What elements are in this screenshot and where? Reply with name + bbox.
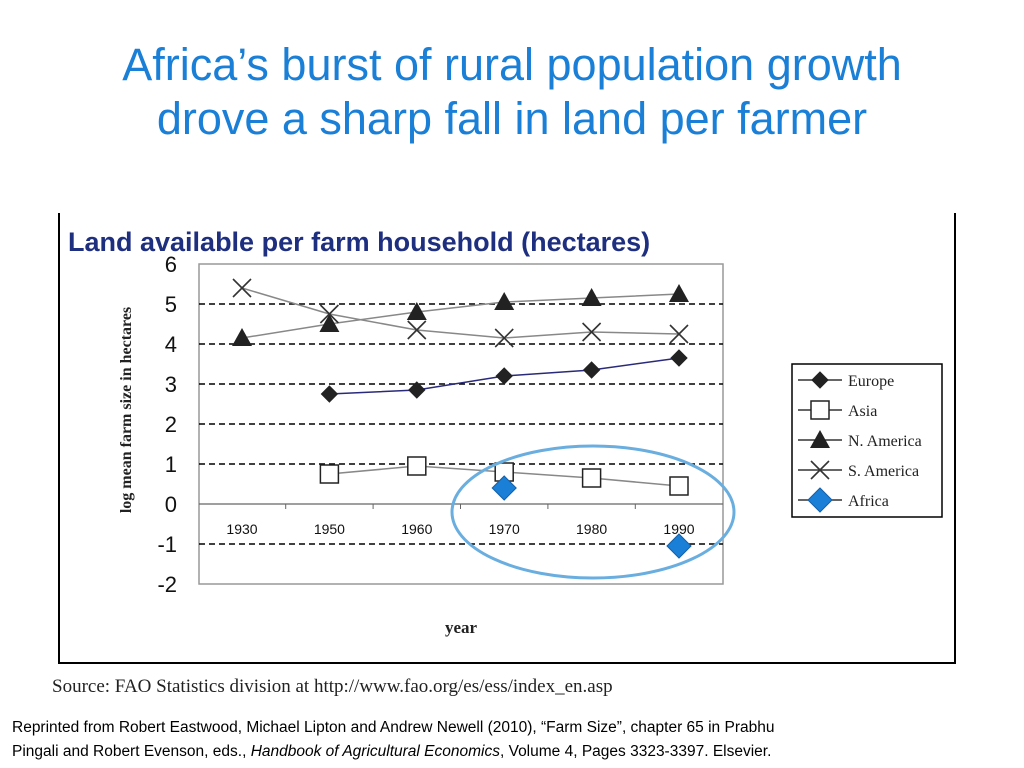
series-n-america bbox=[232, 284, 689, 346]
legend-item: Asia bbox=[798, 400, 877, 420]
y-tick-label: 0 bbox=[165, 492, 177, 517]
data-point bbox=[669, 284, 689, 302]
series-line bbox=[241, 293, 680, 339]
series-africa bbox=[491, 475, 692, 559]
series-line bbox=[241, 287, 680, 339]
data-point bbox=[494, 328, 514, 348]
data-point bbox=[669, 324, 689, 344]
data-point bbox=[232, 278, 252, 298]
x-tick-label: 1990 bbox=[663, 521, 694, 537]
legend-marker bbox=[810, 430, 830, 448]
citation-line-2-b: , Volume 4, Pages 3323-3397. Elsevier. bbox=[499, 743, 772, 760]
data-point bbox=[581, 288, 602, 306]
x-axis: 1930 1950 1960 1970 1980 1990 bbox=[226, 504, 695, 537]
x-marker-stroke bbox=[407, 320, 427, 340]
series-europe bbox=[320, 349, 688, 403]
data-point bbox=[319, 464, 340, 484]
y-axis: 6 5 4 3 2 1 0 -1 -2 bbox=[157, 252, 177, 597]
y-tick-label: -2 bbox=[157, 572, 177, 597]
x-marker-stroke bbox=[669, 324, 689, 344]
y-tick-label: 4 bbox=[165, 332, 177, 357]
data-point bbox=[669, 476, 689, 496]
chart-title: Land available per farm household (hecta… bbox=[68, 227, 650, 257]
series-group bbox=[232, 278, 692, 559]
x-axis-label: year bbox=[445, 618, 478, 637]
y-tick-label: 2 bbox=[165, 412, 177, 437]
data-point bbox=[407, 320, 427, 340]
legend-item: S. America bbox=[798, 460, 919, 480]
data-point bbox=[320, 385, 339, 403]
x-marker-stroke bbox=[494, 328, 514, 348]
data-point bbox=[495, 367, 513, 385]
series-asia bbox=[319, 456, 689, 496]
x-tick-label: 1930 bbox=[226, 521, 257, 537]
data-point bbox=[666, 533, 692, 559]
citation: Reprinted from Robert Eastwood, Michael … bbox=[12, 716, 1016, 764]
legend-label: S. America bbox=[848, 463, 919, 480]
x-tick-label: 1970 bbox=[489, 521, 520, 537]
data-point bbox=[582, 361, 601, 379]
x-marker-stroke bbox=[810, 460, 830, 480]
y-axis-label: log mean farm size in hectares bbox=[118, 307, 135, 513]
x-marker-stroke bbox=[319, 304, 339, 324]
data-point bbox=[670, 349, 688, 367]
legend-item: Europe bbox=[798, 371, 894, 390]
legend-marker bbox=[810, 460, 830, 480]
legend-label: Asia bbox=[848, 403, 877, 420]
x-marker-stroke bbox=[582, 322, 602, 342]
y-tick-label: 3 bbox=[165, 372, 177, 397]
y-tick-label: 6 bbox=[165, 252, 177, 277]
data-point bbox=[408, 381, 426, 399]
series-s-america bbox=[232, 278, 689, 348]
x-tick-label: 1980 bbox=[576, 521, 607, 537]
citation-line-2: Pingali and Robert Evenson, eds., Handbo… bbox=[12, 740, 1016, 764]
source-line: Source: FAO Statistics division at http:… bbox=[52, 676, 613, 697]
y-tick-label: 1 bbox=[165, 452, 177, 477]
slide-title-line-1: Africa’s burst of rural population growt… bbox=[122, 39, 902, 90]
slide-title: Africa’s burst of rural population growt… bbox=[0, 38, 1024, 146]
data-point bbox=[407, 456, 427, 476]
highlight-ellipse bbox=[450, 444, 736, 580]
legend: Europe Asia N. America S. America Africa bbox=[791, 363, 943, 518]
legend-marker bbox=[807, 487, 833, 513]
citation-book-title: Handbook of Agricultural Economics bbox=[250, 743, 500, 760]
chart-panel bbox=[58, 213, 956, 664]
legend-marker bbox=[810, 400, 830, 420]
data-point bbox=[406, 302, 427, 320]
data-point bbox=[494, 292, 515, 310]
slide-title-line-2: drove a sharp fall in land per farmer bbox=[156, 93, 868, 144]
legend-item: N. America bbox=[798, 430, 922, 450]
legend-label: Europe bbox=[848, 373, 894, 390]
data-point bbox=[582, 322, 602, 342]
data-point bbox=[319, 314, 340, 332]
legend-marker bbox=[811, 371, 829, 389]
data-point bbox=[319, 304, 339, 324]
data-point bbox=[232, 328, 252, 346]
x-tick-label: 1960 bbox=[401, 521, 432, 537]
data-point bbox=[581, 468, 602, 488]
citation-line-1: Reprinted from Robert Eastwood, Michael … bbox=[12, 719, 775, 736]
y-tick-label: -1 bbox=[157, 532, 177, 557]
x-tick-label: 1950 bbox=[314, 521, 345, 537]
legend-item: Africa bbox=[798, 487, 889, 513]
legend-label: Africa bbox=[848, 493, 889, 510]
y-tick-label: 5 bbox=[165, 292, 177, 317]
x-marker-stroke bbox=[232, 278, 252, 298]
data-point bbox=[491, 475, 517, 501]
citation-line-2-a: Pingali and Robert Evenson, eds., bbox=[12, 743, 251, 760]
legend-label: N. America bbox=[848, 433, 922, 450]
